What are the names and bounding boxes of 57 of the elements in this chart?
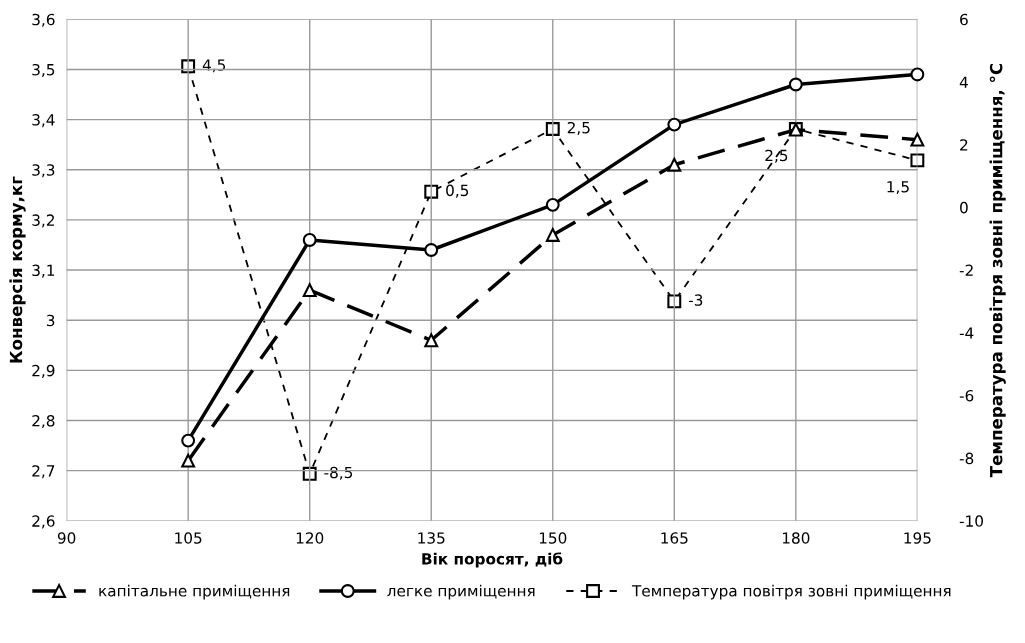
y2-tick-label: -2 bbox=[959, 264, 973, 276]
y-tick-label: 3,3 bbox=[32, 164, 55, 178]
legend-label: капітальне приміщення bbox=[99, 584, 290, 600]
legend-label: Температура повітря зовні приміщення bbox=[631, 584, 951, 600]
y-tick-label: 3,4 bbox=[32, 114, 55, 128]
point bbox=[667, 157, 682, 172]
point bbox=[424, 243, 439, 257]
point bbox=[181, 433, 196, 448]
legend-label: легке приміщення bbox=[387, 584, 535, 600]
y2-tick-label: -8 bbox=[959, 452, 974, 465]
y2-tick-label: 2 bbox=[960, 139, 968, 151]
data-label: -8,5 bbox=[324, 466, 353, 480]
point bbox=[545, 122, 560, 136]
y2-axis-title: Температура повітря зовні приміщення, °С bbox=[989, 63, 1006, 478]
y-tick-label: 2,9 bbox=[32, 364, 55, 378]
point bbox=[545, 228, 560, 242]
point bbox=[667, 117, 682, 132]
data-label: 0,5 bbox=[446, 184, 469, 198]
point bbox=[181, 453, 196, 468]
y-tick-label: 3,1 bbox=[32, 264, 55, 278]
point bbox=[667, 294, 682, 309]
y2-tick-label: 0 bbox=[960, 201, 968, 214]
x-tick-label: 165 bbox=[661, 532, 688, 544]
y-tick-label: 3 bbox=[46, 314, 55, 327]
x-tick-label: 195 bbox=[904, 532, 931, 544]
y2-tick-label: 4 bbox=[959, 76, 968, 88]
x-tick-label: 105 bbox=[175, 532, 202, 544]
data-label: -3 bbox=[688, 294, 703, 306]
y2-tick-label: 6 bbox=[960, 13, 968, 26]
y2-tick-label: -10 bbox=[959, 515, 983, 527]
y-tick-label: 3,5 bbox=[32, 63, 55, 78]
data-label: 2,5 bbox=[765, 149, 788, 163]
y-tick-label: 3,2 bbox=[32, 214, 54, 228]
x-tick-label: 135 bbox=[418, 532, 445, 544]
point bbox=[910, 132, 925, 147]
y2-tick-label: -4 bbox=[959, 327, 974, 339]
x-tick-label: 150 bbox=[539, 532, 567, 544]
x-axis-title: Вік поросят, діб bbox=[422, 552, 563, 568]
point bbox=[424, 184, 439, 199]
point bbox=[302, 233, 317, 247]
x-tick-label: 120 bbox=[296, 532, 324, 544]
point bbox=[910, 153, 925, 168]
y-tick-label: 3,6 bbox=[32, 13, 55, 27]
y-tick-label: 2,7 bbox=[32, 465, 55, 479]
point bbox=[788, 77, 803, 92]
data-label: 1,5 bbox=[887, 181, 909, 195]
y-tick-label: 2,6 bbox=[32, 515, 55, 529]
point bbox=[424, 333, 439, 348]
point bbox=[910, 67, 925, 82]
x-tick-label: 90 bbox=[57, 532, 76, 544]
y2-tick-label: -6 bbox=[959, 389, 974, 402]
point bbox=[302, 283, 317, 298]
y-tick-label: 2,8 bbox=[32, 414, 55, 429]
point bbox=[545, 197, 560, 212]
y-axis-title: Конверсія корму,кг bbox=[9, 176, 26, 363]
data-label: 2,5 bbox=[567, 121, 590, 135]
x-tick-label: 180 bbox=[782, 532, 810, 544]
